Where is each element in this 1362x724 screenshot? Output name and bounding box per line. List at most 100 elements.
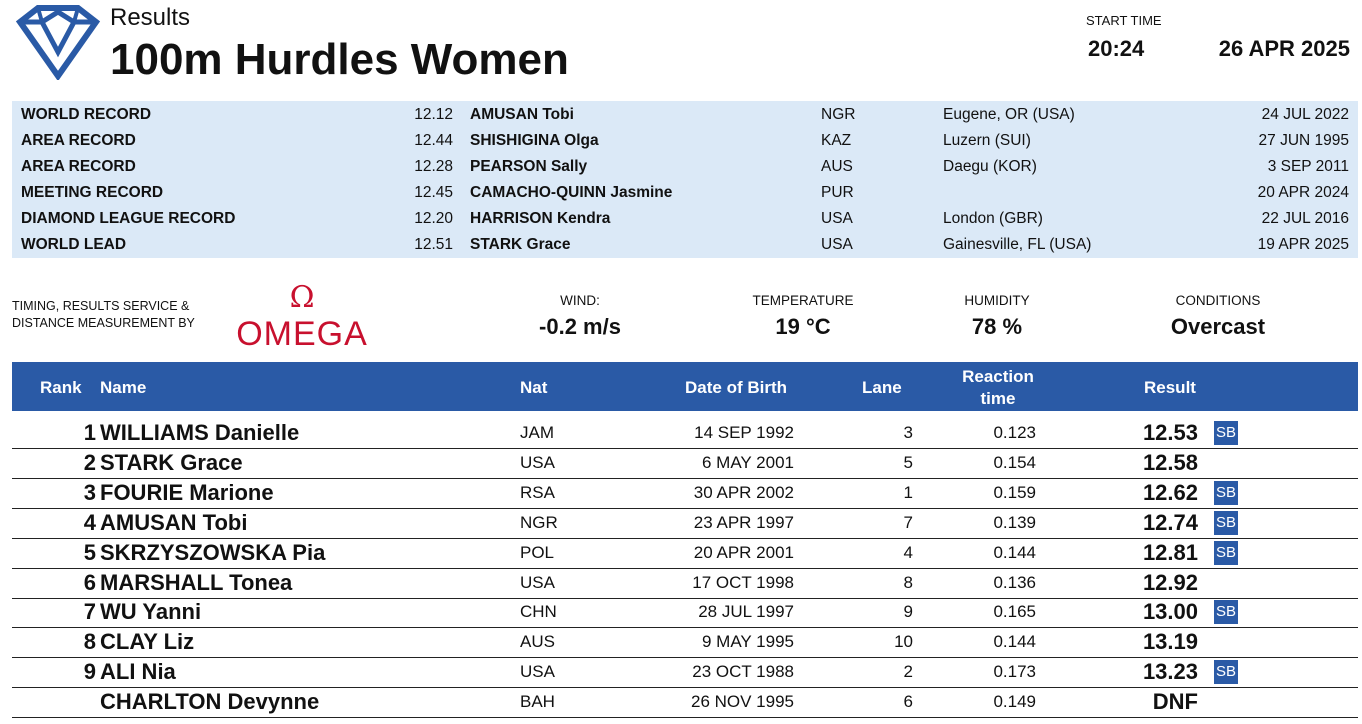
record-type: AREA RECORD <box>21 132 136 149</box>
record-type: WORLD RECORD <box>21 106 152 123</box>
record-venue: London (GBR) <box>943 210 1043 227</box>
lane-cell: 3 <box>903 423 913 442</box>
record-athlete: CAMACHO-QUINN Jasmine <box>470 184 673 201</box>
record-date: 3 SEP 2011 <box>1267 158 1349 175</box>
nat-cell: BAH <box>520 692 555 711</box>
lane-cell: 6 <box>903 692 913 711</box>
timing-credit: TIMING, RESULTS SERVICE & DISTANCE MEASU… <box>12 299 195 330</box>
record-row: WORLD RECORD 12.12 AMUSAN Tobi NGR Eugene, O… <box>12 102 1358 128</box>
lane-cell: 4 <box>903 543 913 562</box>
dob-cell: 9 MAY 1995 <box>702 632 794 651</box>
column-result: Result <box>1144 378 1196 397</box>
result-cell: 12.81 <box>1142 540 1198 565</box>
table-row: 9 ALI Nia USA 23 OCT 1988 2 0.173 13.23 SB <box>12 657 1358 688</box>
reaction-time-cell: 0.154 <box>993 453 1036 472</box>
table-row: 1 WILLIAMS Danielle JAM 14 SEP 1992 3 0.123 12… <box>12 418 1358 449</box>
result-cell: 12.74 <box>1142 510 1198 535</box>
rank-cell: 6 <box>83 570 96 595</box>
record-venue: Luzern (SUI) <box>943 132 1031 149</box>
record-date: 20 APR 2024 <box>1257 184 1349 201</box>
temperature-value: 19 °C <box>775 314 831 339</box>
result-cell: DNF <box>1152 689 1198 714</box>
conditions-value: Overcast <box>1170 314 1266 339</box>
table-row: 5 SKRZYSZOWSKA Pia POL 20 APR 2001 4 0.144 12.… <box>12 538 1358 569</box>
season-best-badge: SB <box>1214 600 1238 624</box>
omega-logo-icon: Ω OMEGA <box>236 283 368 349</box>
record-row: DIAMOND LEAGUE RECORD 12.20 HARRISON Kendr… <box>12 206 1358 232</box>
record-date: 19 APR 2025 <box>1257 236 1349 253</box>
wind-label: WIND: <box>560 293 600 308</box>
reaction-time-cell: 0.144 <box>993 543 1036 562</box>
result-cell: 12.92 <box>1142 570 1198 595</box>
lane-cell: 5 <box>903 453 913 472</box>
diamond-league-logo-icon <box>15 5 101 80</box>
lane-cell: 7 <box>903 513 913 532</box>
record-nat: USA <box>821 236 853 253</box>
nat-cell: USA <box>520 662 555 681</box>
wind-info: WIND: -0.2 m/s <box>510 293 650 341</box>
rank-cell: 9 <box>83 659 96 684</box>
start-time: 20:24 <box>1088 36 1145 61</box>
rank-cell: 7 <box>83 599 96 624</box>
table-row: 8 CLAY Liz AUS 9 MAY 1995 10 0.144 13.19 <box>12 627 1358 658</box>
column-reaction-time: time <box>980 389 1016 408</box>
athlete-name: CLAY Liz <box>100 629 195 654</box>
reaction-time-cell: 0.123 <box>993 423 1036 442</box>
result-cell: 13.19 <box>1142 629 1198 654</box>
rank-cell: 4 <box>83 510 96 535</box>
record-time: 12.12 <box>414 106 453 123</box>
result-cell: 12.58 <box>1142 450 1198 475</box>
table-row: 7 WU Yanni CHN 28 JUL 1997 9 0.165 13.00 SB <box>12 597 1358 628</box>
conditions-label: CONDITIONS <box>1175 293 1261 308</box>
reaction-time-cell: 0.165 <box>993 602 1036 621</box>
nat-cell: JAM <box>520 423 554 442</box>
athlete-name: WILLIAMS Danielle <box>100 420 300 445</box>
lane-cell: 9 <box>903 602 913 621</box>
column-reaction: Reaction <box>962 367 1034 386</box>
column-dob: Date of Birth <box>685 378 787 397</box>
season-best-badge: SB <box>1214 481 1238 505</box>
table-row: 4 AMUSAN Tobi NGR 23 APR 1997 7 0.139 12.74 SB <box>12 508 1358 539</box>
nat-cell: AUS <box>520 632 555 651</box>
athlete-name: SKRZYSZOWSKA Pia <box>100 540 326 565</box>
record-athlete: PEARSON Sally <box>470 158 588 175</box>
record-nat: KAZ <box>821 132 852 149</box>
rank-cell: 1 <box>83 420 96 445</box>
record-type: MEETING RECORD <box>21 184 164 201</box>
reaction-time-cell: 0.144 <box>993 632 1036 651</box>
record-nat: AUS <box>821 158 853 175</box>
nat-cell: CHN <box>520 602 557 621</box>
result-cell: 12.53 <box>1142 420 1198 445</box>
athlete-name: ALI Nia <box>100 659 176 684</box>
conditions-info: CONDITIONS Overcast <box>1130 293 1306 341</box>
reaction-time-cell: 0.173 <box>993 662 1036 681</box>
record-athlete: STARK Grace <box>470 236 571 253</box>
dob-cell: 17 OCT 1998 <box>692 573 794 592</box>
column-rank: Rank <box>40 378 82 397</box>
event-date: 26 APR 2025 <box>1218 36 1350 61</box>
dob-cell: 20 APR 2001 <box>693 543 794 562</box>
nat-cell: RSA <box>520 483 555 502</box>
rank-cell: 5 <box>83 540 96 565</box>
results-table-header: Rank Name Nat Date of Birth Lane Reactio… <box>12 362 1358 411</box>
athlete-name: FOURIE Marione <box>100 480 274 505</box>
athlete-name: WU Yanni <box>100 599 202 624</box>
record-row: MEETING RECORD 12.45 CAMACHO-QUINN Jasmine… <box>12 180 1358 206</box>
record-athlete: SHISHIGINA Olga <box>470 132 599 149</box>
dob-cell: 26 NOV 1995 <box>690 692 794 711</box>
wind-value: -0.2 m/s <box>539 314 621 339</box>
nat-cell: USA <box>520 573 555 592</box>
dob-cell: 6 MAY 2001 <box>702 453 794 472</box>
lane-cell: 10 <box>894 632 913 651</box>
record-type: AREA RECORD <box>21 158 136 175</box>
record-athlete: AMUSAN Tobi <box>470 106 574 123</box>
table-row: 2 STARK Grace USA 6 MAY 2001 5 0.154 12.58 <box>12 448 1358 479</box>
svg-text:OMEGA: OMEGA <box>236 315 368 349</box>
athlete-name: MARSHALL Tonea <box>100 570 293 595</box>
records-table: WORLD RECORD 12.12 AMUSAN Tobi NGR Eugene, O… <box>12 101 1358 258</box>
humidity-info: HUMIDITY 78 % <box>940 293 1054 341</box>
athlete-name: AMUSAN Tobi <box>100 510 248 535</box>
record-date: 22 JUL 2016 <box>1261 210 1349 227</box>
rank-cell: 8 <box>83 629 96 654</box>
record-date: 27 JUN 1995 <box>1258 132 1349 149</box>
